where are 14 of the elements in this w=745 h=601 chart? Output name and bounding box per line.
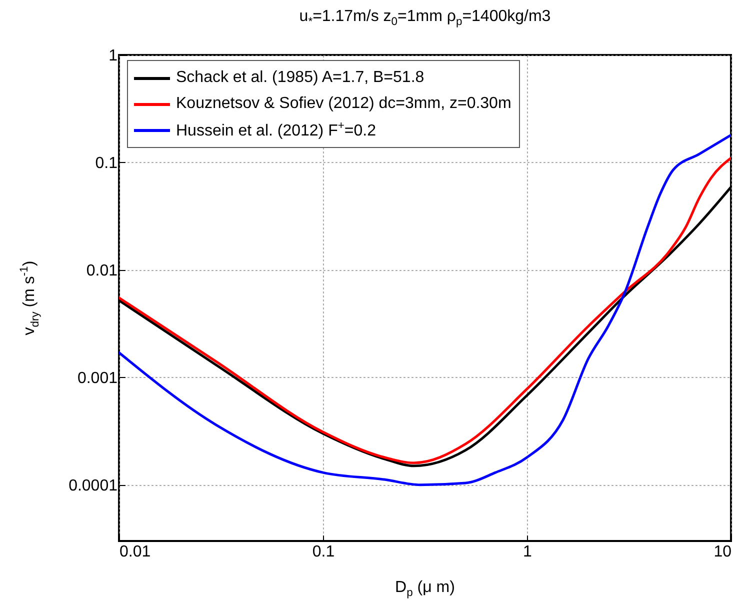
- legend-label: Schack et al. (1985) A=1.7, B=51.8: [176, 69, 424, 87]
- legend-label: Kouznetsov & Sofiev (2012) dc=3mm, z=0.30m: [176, 95, 512, 113]
- x-tick-label: 0.01: [120, 544, 151, 560]
- x-tick-label: 1: [523, 544, 532, 560]
- y-tick-label: 0.0001: [68, 477, 118, 494]
- y-tick-label: 1: [108, 48, 118, 64]
- x-tick-label: 10: [714, 544, 732, 560]
- x-axis-title: D$_{p}$ (μ m): [395, 579, 455, 600]
- legend-label: Hussein et al. (2012) F$^{+}$=0.2: [176, 120, 376, 140]
- y-tick-label: 0.1: [95, 154, 118, 172]
- x-tick-label: 0.1: [312, 544, 335, 560]
- chart-title: u$_{*}$=1.17m/s z$_{0}$=1mm ρ$_{p}$=1400kg/m3: [299, 8, 551, 28]
- y-tick-label: 0.01: [86, 262, 118, 280]
- y-tick-label: 0.001: [77, 370, 118, 387]
